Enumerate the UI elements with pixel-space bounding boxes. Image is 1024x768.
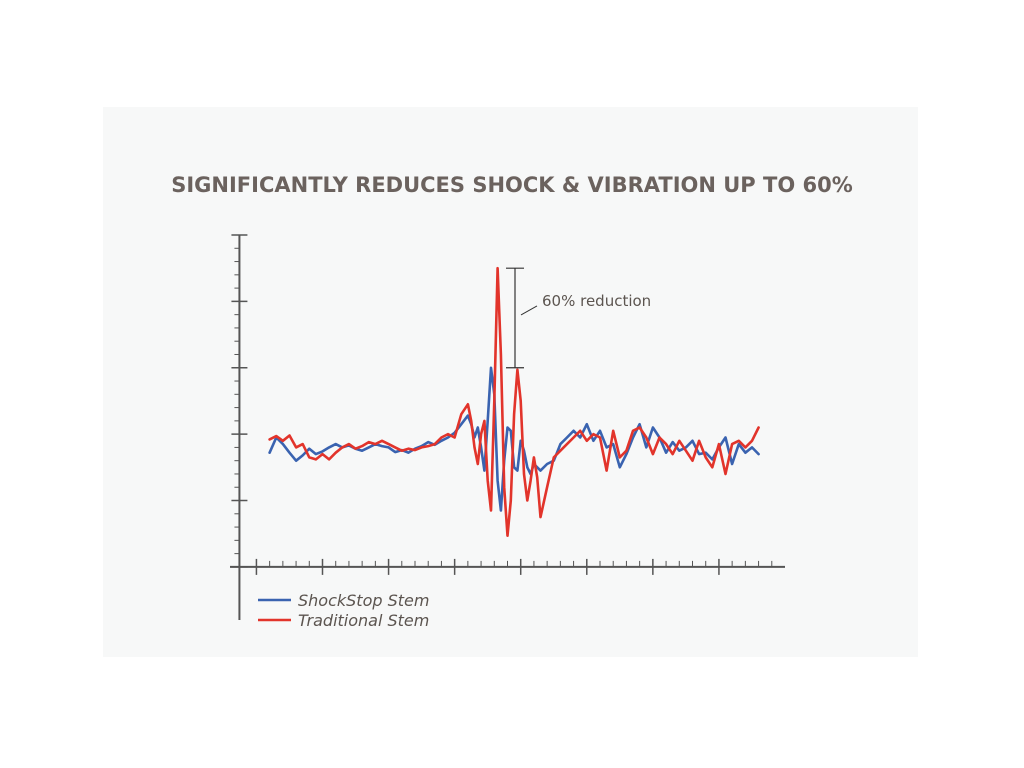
data-line (268, 266, 760, 538)
legend-label: ShockStop Stem (298, 591, 429, 610)
data-line (268, 366, 760, 512)
leader (520, 305, 538, 316)
legend-label: Traditional Stem (298, 611, 429, 630)
annotation: 60% reduction (542, 292, 651, 310)
chart-title: SIGNIFICANTLY REDUCES SHOCK & VIBRATION … (171, 173, 853, 197)
plot (230, 234, 785, 620)
